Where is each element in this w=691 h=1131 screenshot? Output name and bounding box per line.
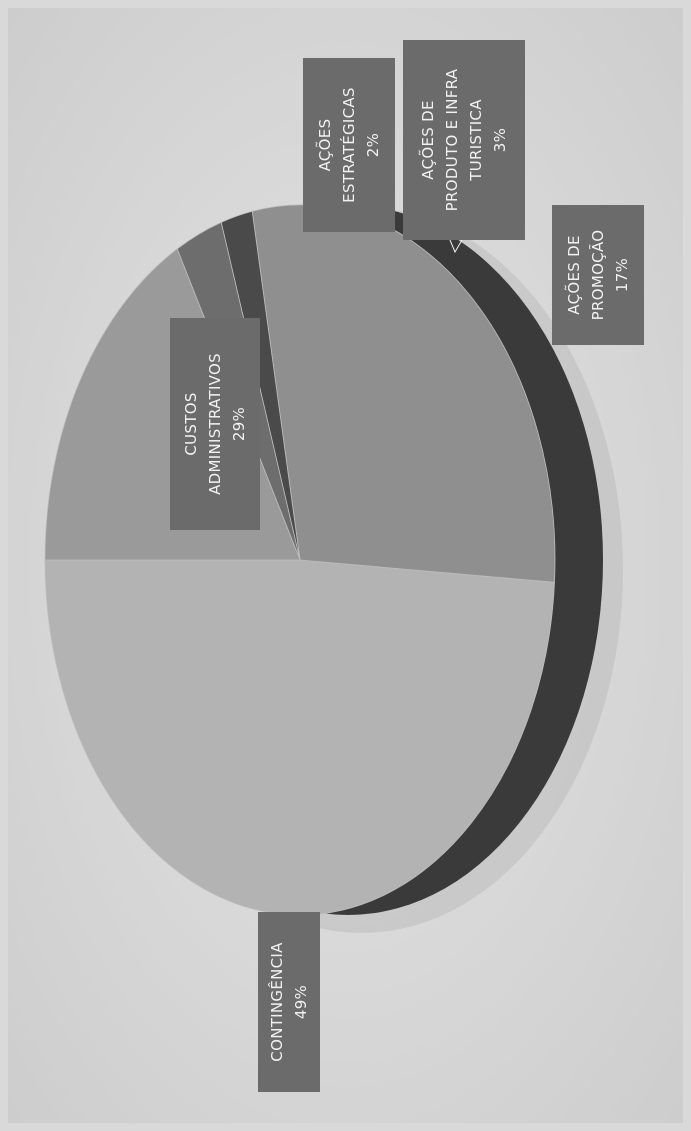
data-label-box bbox=[403, 40, 525, 240]
data-label-3: AÇÕES ESTRATÉGICAS 2% bbox=[303, 58, 395, 232]
data-label-category: AÇÕES DE bbox=[564, 235, 583, 314]
data-label-1: CONTINGÊNCIA 49% bbox=[258, 912, 320, 1092]
data-label-box bbox=[170, 318, 260, 530]
data-label-value: 29% bbox=[230, 407, 248, 441]
data-label-box bbox=[552, 205, 644, 345]
data-label-5: AÇÕES DE PROMOÇÃO 17% bbox=[552, 205, 644, 345]
leader-line bbox=[449, 239, 463, 254]
data-label-4: AÇÕES DE PRODUTO E INFRA TURISTICA 3% bbox=[403, 40, 525, 240]
data-label-category: AÇÕES bbox=[315, 119, 334, 172]
data-label-category: PROMOÇÃO bbox=[588, 230, 607, 321]
data-label-text: AÇÕES DE PRODUTO E INFRA TURISTICA 3% bbox=[418, 68, 509, 211]
data-label-category: AÇÕES DE bbox=[418, 100, 437, 179]
data-label-category: TURISTICA bbox=[467, 99, 485, 182]
data-label-text: AÇÕES DE PROMOÇÃO 17% bbox=[564, 230, 631, 321]
data-label-text: CUSTOS ADMINISTRATIVOS 29% bbox=[182, 353, 248, 495]
data-label-value: 2% bbox=[364, 133, 382, 157]
data-label-category: ADMINISTRATIVOS bbox=[206, 353, 224, 495]
data-label-value: 3% bbox=[491, 128, 509, 152]
data-label-value: 17% bbox=[613, 258, 631, 292]
data-label-category: PRODUTO E INFRA bbox=[443, 68, 461, 211]
data-label-category: CUSTOS bbox=[182, 392, 200, 455]
data-label-value: 49% bbox=[292, 985, 310, 1019]
data-label-text: AÇÕES ESTRATÉGICAS 2% bbox=[315, 87, 382, 203]
pie-labels: CONTINGÊNCIA 49% CUSTOS ADMINISTRATIVOS 29% A… bbox=[170, 40, 644, 1092]
data-label-text: CONTINGÊNCIA 49% bbox=[267, 942, 310, 1062]
data-label-box bbox=[258, 912, 320, 1092]
data-label-box bbox=[303, 58, 395, 232]
pie-slices bbox=[44, 204, 556, 916]
data-label-category: ESTRATÉGICAS bbox=[339, 87, 358, 203]
data-label-category: CONTINGÊNCIA bbox=[267, 942, 286, 1062]
data-label-2: CUSTOS ADMINISTRATIVOS 29% bbox=[170, 318, 260, 530]
